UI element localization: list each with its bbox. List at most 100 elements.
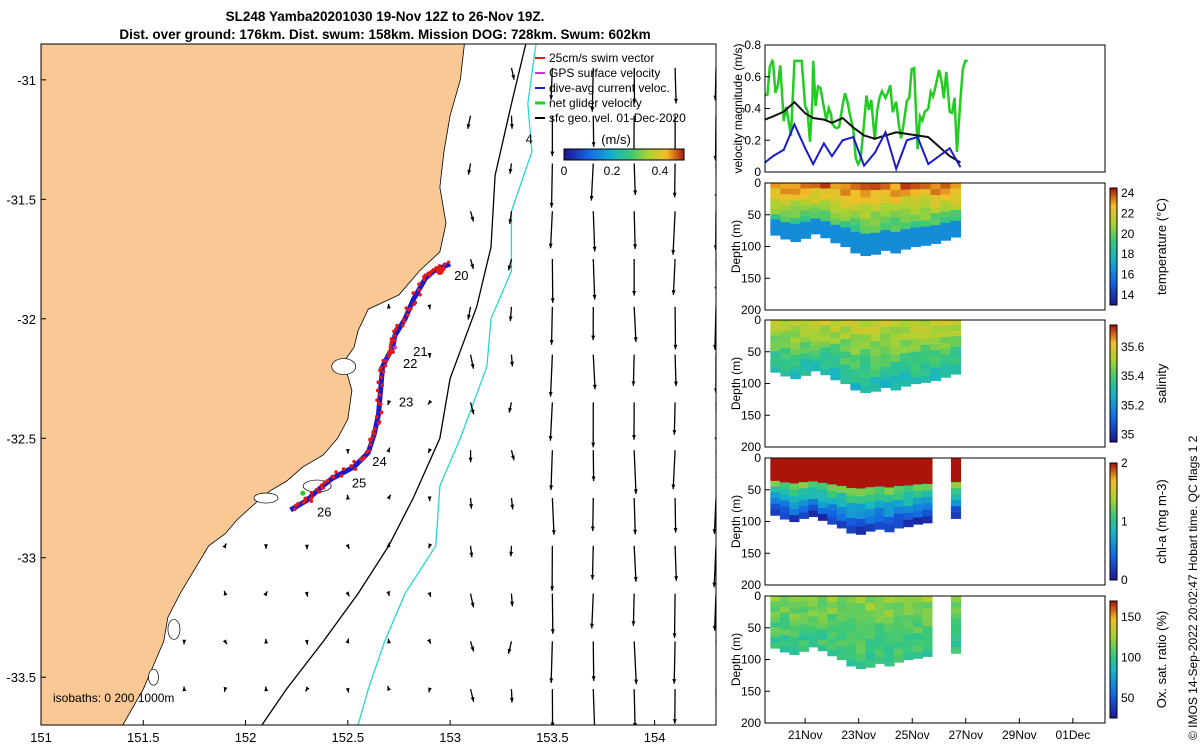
- heatmap-colorbar-cell: [1110, 205, 1117, 207]
- heatmap-cell: [846, 487, 857, 497]
- heatmap-cell: [789, 607, 800, 615]
- heatmap-cell: [880, 243, 892, 251]
- heatmap-cell: [922, 608, 933, 615]
- heatmap-cell: [790, 218, 801, 225]
- map-colorbar-cell: [599, 149, 601, 160]
- heatmap-colorbar-cell: [1110, 203, 1117, 205]
- current-arrow-head: [346, 494, 350, 500]
- map-frame: [40, 43, 717, 726]
- map-colorbar-cell: [666, 149, 668, 160]
- heatmap-colorbar-cell: [1110, 228, 1117, 230]
- heatmap-colorbar-cell: [1110, 199, 1117, 201]
- heatmap-cell: [940, 365, 952, 373]
- heatmap-colorbar-cell: [1110, 375, 1117, 377]
- heatmap-cell: [770, 463, 781, 471]
- heatmap-cell: [890, 224, 902, 233]
- map-colorbar-cell: [637, 149, 639, 160]
- heatmap-colorbar-cell: [1110, 685, 1117, 687]
- heatmap-cell: [880, 196, 892, 204]
- map-colorbar-cell: [628, 149, 630, 160]
- map-colorbar-tick: 0.4: [652, 164, 669, 178]
- current-arrow-head: [713, 95, 716, 101]
- current-arrow: [550, 67, 554, 100]
- current-arrow-head: [264, 544, 268, 549]
- heatmap-cell: [808, 487, 819, 494]
- heatmap-cell: [820, 330, 831, 337]
- heatmap-colorbar-tick: 50: [1121, 691, 1135, 705]
- swim-vector: [374, 415, 379, 419]
- heatmap-colorbar-tick: 35.6: [1121, 340, 1145, 354]
- heatmap-cell: [874, 465, 886, 473]
- heatmap-cell: [770, 340, 781, 347]
- heatmap-cell: [810, 365, 821, 372]
- heatmap-colorbar-cell: [1110, 349, 1117, 351]
- heatmap-cell: [820, 358, 831, 365]
- current-arrow-head: [510, 361, 514, 367]
- swim-vector: [422, 277, 427, 282]
- heatmap-cell: [884, 472, 895, 481]
- heatmap-cell: [930, 356, 942, 363]
- current-arrow: [674, 545, 678, 581]
- swim-vector: [370, 435, 375, 440]
- heatmap-cell: [790, 355, 801, 362]
- heatmap-cell: [900, 379, 912, 387]
- heatmap-cell: [830, 206, 841, 214]
- map-colorbar-cell: [651, 149, 653, 160]
- heatmap-cell: [820, 221, 831, 228]
- map-colorbar-cell: [592, 149, 594, 160]
- map-colorbar-cell: [579, 149, 581, 160]
- heatmap-colorbar-cell: [1110, 240, 1117, 242]
- heatmap-colorbar-cell: [1110, 545, 1117, 547]
- heatmap-cell: [770, 498, 781, 505]
- heatmap-cell: [884, 494, 895, 503]
- current-arrow-head: [428, 447, 433, 453]
- map-colorbar-cell: [624, 149, 626, 160]
- current-arrow-head: [632, 98, 637, 104]
- heatmap-colorbar-cell: [1110, 430, 1117, 432]
- map-colorbar-title: (m/s): [601, 132, 631, 147]
- heatmap-cell: [903, 640, 914, 648]
- heatmap-cell: [817, 596, 828, 603]
- heatmap-cell: [850, 217, 861, 226]
- velocity-y-tick-label: 0.2: [744, 133, 761, 147]
- heatmap-cell: [800, 227, 811, 234]
- heatmap-cell: [820, 320, 831, 327]
- current-arrow-head: [469, 504, 473, 509]
- heatmap-cell: [846, 596, 857, 604]
- heatmap-cell: [940, 205, 952, 213]
- day-label: 4: [526, 132, 533, 147]
- map-colorbar-cell: [644, 149, 646, 160]
- heatmap-cell: [920, 376, 932, 383]
- heatmap-colorbar-cell: [1110, 560, 1117, 562]
- heatmap-colorbar-cell: [1110, 193, 1117, 195]
- heatmap-cell: [870, 348, 881, 357]
- heatmap-cell: [903, 512, 914, 521]
- heatmap-cell: [910, 320, 922, 327]
- heatmap-cell: [950, 458, 962, 465]
- heatmap-colorbar-tick: 0: [1121, 573, 1128, 587]
- heatmap-cell: [827, 643, 838, 651]
- heatmap-cell: [893, 499, 905, 508]
- swim-vector: [442, 262, 447, 266]
- current-arrow-head: [633, 489, 638, 494]
- heatmap-colorbar-cell: [1110, 352, 1117, 354]
- heatmap-colorbar-cell: [1110, 651, 1117, 653]
- heatmap-cell: [930, 368, 942, 375]
- map-colorbar-cell: [581, 149, 583, 160]
- heatmap-colorbar-cell: [1110, 562, 1117, 564]
- heatmap-colorbar-cell: [1110, 282, 1117, 284]
- heatmap-cell: [920, 201, 932, 209]
- heatmap-cell: [850, 340, 861, 349]
- heatmap-cell: [922, 638, 933, 645]
- heatmap-colorbar-cell: [1110, 287, 1117, 289]
- heatmap-colorbar-cell: [1110, 403, 1117, 405]
- heatmap-cell: [860, 211, 871, 220]
- heatmap-colorbar-cell: [1110, 343, 1117, 345]
- map-colorbar-cell: [665, 149, 667, 160]
- heatmap-colorbar-cell: [1110, 400, 1117, 402]
- velocity-series-line: [764, 100, 961, 164]
- heatmap-colorbar-cell: [1110, 332, 1117, 334]
- current-arrow-head: [633, 244, 637, 249]
- current-arrow-head: [673, 381, 678, 387]
- heatmap-cell: [930, 189, 942, 196]
